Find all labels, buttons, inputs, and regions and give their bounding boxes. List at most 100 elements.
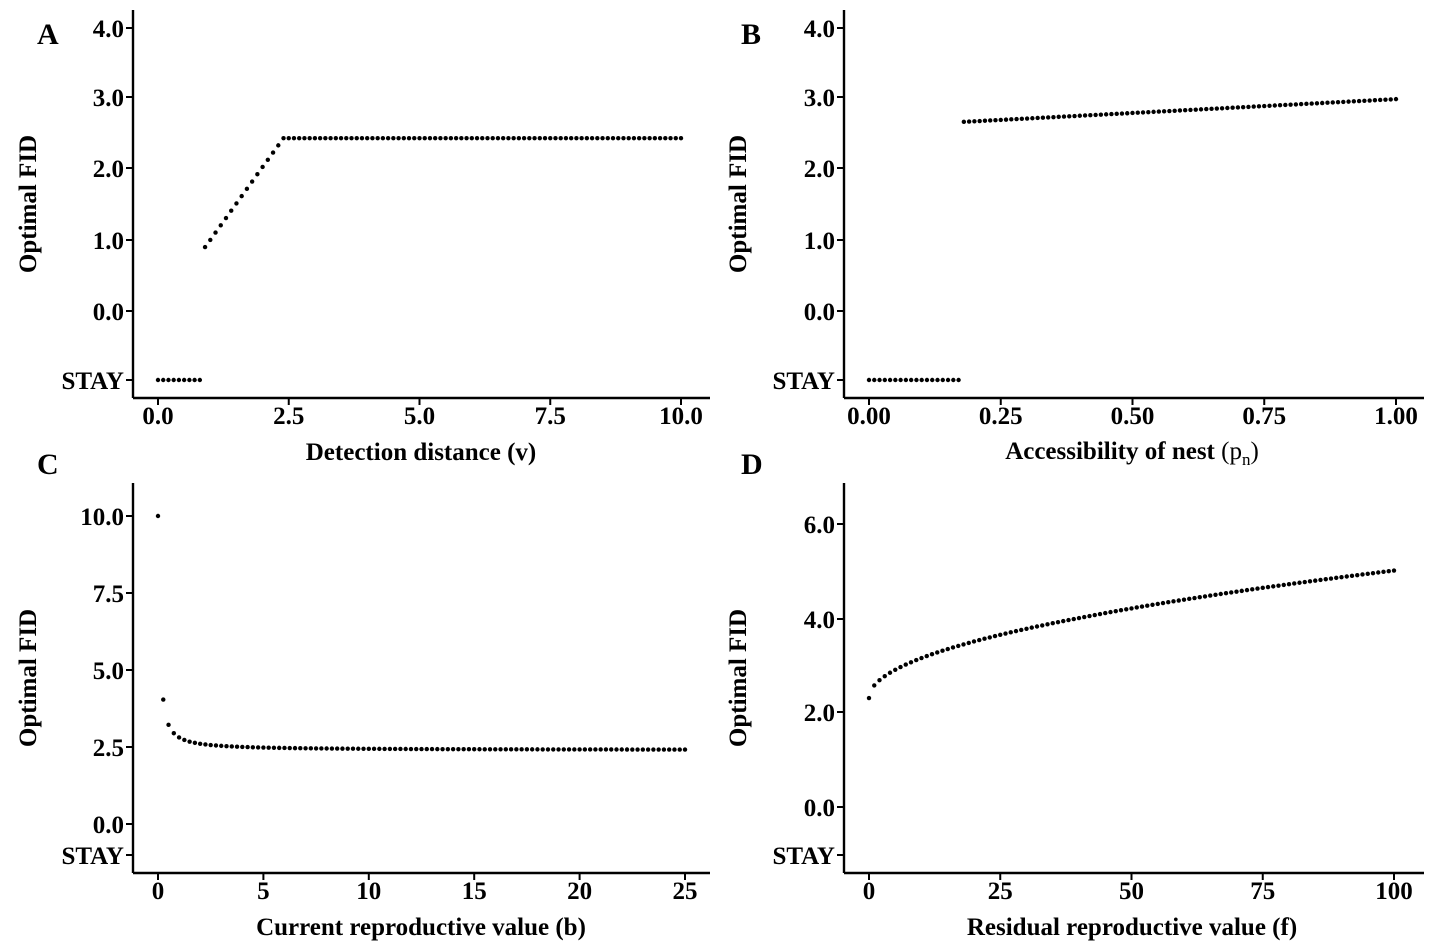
data-point <box>1372 98 1378 103</box>
data-point <box>1097 611 1103 617</box>
data-point <box>445 746 451 752</box>
data-point <box>334 746 340 751</box>
data-point <box>640 747 646 752</box>
data-point <box>924 653 929 659</box>
data-point <box>375 135 380 141</box>
data-point <box>914 377 919 383</box>
data-point <box>579 135 584 141</box>
data-point <box>1341 99 1346 105</box>
data-point <box>187 377 192 383</box>
data-point <box>276 143 281 148</box>
data-point <box>161 697 166 702</box>
y-axis-title: Optimal FID <box>15 609 42 747</box>
data-point <box>1302 579 1307 585</box>
data-point <box>155 377 161 383</box>
data-point <box>419 746 424 752</box>
panel-letter: B <box>741 18 761 51</box>
data-point <box>1151 109 1156 115</box>
data-point <box>508 747 514 752</box>
data-point <box>340 746 345 751</box>
y-axis-title: Optimal FID <box>725 135 752 273</box>
data-point <box>1076 615 1082 621</box>
data-point <box>265 157 271 162</box>
data-point <box>935 650 940 655</box>
data-point <box>1103 610 1108 616</box>
data-point <box>345 746 350 751</box>
data-point <box>213 230 218 235</box>
data-point <box>616 135 621 141</box>
data-point <box>459 135 464 141</box>
data-point <box>298 746 303 751</box>
x-tick-label: 25 <box>673 878 698 905</box>
data-point <box>277 745 282 751</box>
data-point <box>412 135 417 141</box>
data-point <box>1040 623 1045 628</box>
y-tick-label: 1.0 <box>804 228 835 255</box>
data-point <box>182 737 187 743</box>
data-point <box>487 747 493 752</box>
data-point <box>261 745 266 750</box>
data-point <box>161 377 166 383</box>
data-point <box>872 683 877 688</box>
data-point <box>652 135 658 141</box>
data-point <box>988 118 993 123</box>
data-point <box>1014 116 1019 122</box>
y-tick-label: 1.0 <box>93 228 124 255</box>
data-point <box>521 135 527 141</box>
x-tick-label: 0 <box>152 878 165 905</box>
data-point <box>516 135 522 141</box>
data-point <box>626 135 631 141</box>
data-point <box>1176 598 1181 603</box>
data-point <box>574 135 579 141</box>
data-point <box>1003 631 1008 636</box>
data-point <box>882 377 888 383</box>
data-point <box>1024 626 1029 631</box>
data-point <box>956 643 961 649</box>
data-point <box>1297 580 1302 585</box>
data-point <box>1139 604 1145 609</box>
data-point <box>1109 111 1114 117</box>
data-point <box>435 746 440 752</box>
data-point <box>354 135 359 141</box>
data-point <box>977 118 982 124</box>
data-point <box>429 746 435 752</box>
data-point <box>1209 106 1214 112</box>
data-point <box>524 747 530 752</box>
data-point <box>192 377 197 383</box>
data-point <box>328 135 333 141</box>
data-point <box>582 747 588 752</box>
data-point <box>255 745 261 750</box>
data-point <box>1198 107 1204 112</box>
data-point <box>682 747 688 752</box>
data-point <box>1183 108 1188 113</box>
data-point <box>511 135 516 141</box>
data-point <box>914 657 919 663</box>
data-point <box>584 135 590 141</box>
data-point <box>656 747 661 752</box>
data-point <box>440 746 445 752</box>
data-point <box>1267 103 1272 108</box>
y-tick-label: 7.5 <box>93 581 124 608</box>
data-point <box>887 377 893 383</box>
data-point <box>1362 98 1367 103</box>
data-point <box>1349 573 1355 579</box>
data-point <box>244 186 250 192</box>
data-point <box>1339 574 1344 580</box>
panel-d: D STAY 0.0 2.0 4.0 6.0 0 25 50 75 100 Residual repr… <box>725 448 1424 941</box>
x-tick-label: 20 <box>567 878 592 905</box>
panel-letter: D <box>741 448 763 481</box>
data-point <box>229 208 234 213</box>
data-point <box>1040 115 1046 120</box>
y-tick-label: 3.0 <box>93 85 124 112</box>
data-point <box>1234 589 1239 594</box>
data-point <box>166 377 171 383</box>
data-point <box>1113 608 1118 614</box>
data-point <box>645 747 651 752</box>
data-point <box>286 135 291 141</box>
data-point <box>630 747 635 752</box>
y-tick-label: 0.0 <box>804 795 835 822</box>
data-point <box>422 135 427 141</box>
data-point <box>1087 613 1092 619</box>
data-point <box>1218 591 1223 597</box>
data-point <box>291 135 297 141</box>
